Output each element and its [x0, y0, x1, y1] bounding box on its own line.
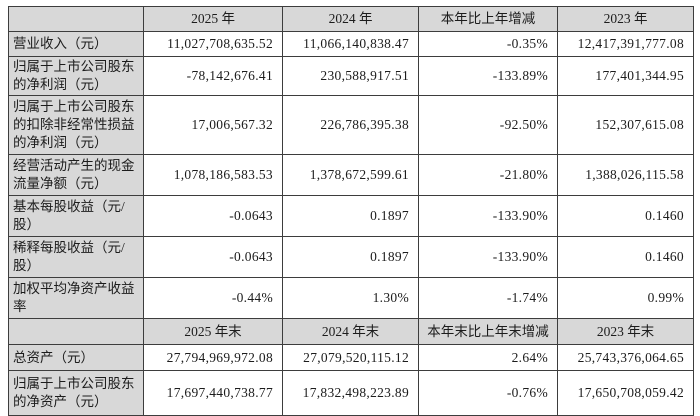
value-2023: 177,401,344.95 — [557, 56, 694, 96]
table-row-total-assets: 总资产（元） 27,794,969,972.08 27,079,520,115.… — [8, 344, 694, 371]
value-2025: -0.0643 — [143, 236, 283, 278]
value-2023: 12,417,391,777.08 — [557, 31, 694, 57]
row-label: 营业收入（元） — [8, 31, 144, 57]
annual-col-header-2025: 2025 年 — [143, 6, 283, 32]
value-change: -21.80% — [418, 154, 558, 196]
value-2025: 11,027,708,635.52 — [143, 31, 283, 57]
period-end-col-header-2024: 2024 年末 — [282, 318, 419, 345]
value-2024: 17,832,498,223.89 — [282, 370, 419, 416]
value-2025: 1,078,186,583.53 — [143, 154, 283, 196]
value-2025: 17,006,567.32 — [143, 95, 283, 155]
value-2025: -78,142,676.41 — [143, 56, 283, 96]
value-2024: 1,378,672,599.61 — [282, 154, 419, 196]
value-2024: 230,588,917.51 — [282, 56, 419, 96]
value-change: -0.35% — [418, 31, 558, 57]
row-label: 经营活动产生的现金流量净额（元） — [8, 154, 144, 196]
table-row-net-profit-excl-nonrecurring: 归属于上市公司股东的扣除非经常性损益的净利润（元） 17,006,567.32 … — [8, 95, 694, 155]
table-row-operating-revenue: 营业收入（元） 11,027,708,635.52 11,066,140,838… — [8, 31, 694, 57]
value-2023: 25,743,376,064.65 — [557, 344, 694, 371]
table-row-weighted-avg-roe: 加权平均净资产收益率 -0.44% 1.30% -1.74% 0.99% — [8, 277, 694, 319]
value-change: -133.90% — [418, 236, 558, 278]
value-2024: 11,066,140,838.47 — [282, 31, 419, 57]
value-2023: 0.99% — [557, 277, 694, 319]
value-2024: 0.1897 — [282, 195, 419, 237]
period-end-col-header-change: 本年末比上年末增减 — [418, 318, 558, 345]
annual-col-header-change: 本年比上年增减 — [418, 6, 558, 32]
value-2023: 1,388,026,115.58 — [557, 154, 694, 196]
value-2025: -0.0643 — [143, 195, 283, 237]
value-change: -0.76% — [418, 370, 558, 416]
value-change: -133.89% — [418, 56, 558, 96]
row-label: 稀释每股收益（元/股） — [8, 236, 144, 278]
value-2023: 0.1460 — [557, 195, 694, 237]
row-label: 归属于上市公司股东的净利润（元） — [8, 56, 144, 96]
value-2023: 17,650,708,059.42 — [557, 370, 694, 416]
value-2024: 27,079,520,115.12 — [282, 344, 419, 371]
value-change: -133.90% — [418, 195, 558, 237]
annual-corner-cell — [8, 6, 144, 32]
table-row-basic-eps: 基本每股收益（元/股） -0.0643 0.1897 -133.90% 0.14… — [8, 195, 694, 237]
row-label: 归属于上市公司股东的扣除非经常性损益的净利润（元） — [8, 95, 144, 155]
period-end-corner-cell — [8, 318, 144, 345]
value-change: -92.50% — [418, 95, 558, 155]
table-row-net-profit: 归属于上市公司股东的净利润（元） -78,142,676.41 230,588,… — [8, 56, 694, 96]
value-change: -1.74% — [418, 277, 558, 319]
value-2025: 27,794,969,972.08 — [143, 344, 283, 371]
value-2025: 17,697,440,738.77 — [143, 370, 283, 416]
row-label: 加权平均净资产收益率 — [8, 277, 144, 319]
annual-col-header-2023: 2023 年 — [557, 6, 694, 32]
financial-summary-table: 2025 年 2024 年 本年比上年增减 2023 年 营业收入（元） 11,… — [8, 6, 694, 416]
row-label: 归属于上市公司股东的净资产（元） — [8, 370, 144, 416]
annual-col-header-2024: 2024 年 — [282, 6, 419, 32]
value-2023: 152,307,615.08 — [557, 95, 694, 155]
table-row-net-assets: 归属于上市公司股东的净资产（元） 17,697,440,738.77 17,83… — [8, 370, 694, 416]
period-end-col-header-2025: 2025 年末 — [143, 318, 283, 345]
value-2025: -0.44% — [143, 277, 283, 319]
annual-header-row: 2025 年 2024 年 本年比上年增减 2023 年 — [8, 6, 694, 32]
row-label: 基本每股收益（元/股） — [8, 195, 144, 237]
row-label: 总资产（元） — [8, 344, 144, 371]
value-change: 2.64% — [418, 344, 558, 371]
value-2023: 0.1460 — [557, 236, 694, 278]
value-2024: 226,786,395.38 — [282, 95, 419, 155]
table-row-diluted-eps: 稀释每股收益（元/股） -0.0643 0.1897 -133.90% 0.14… — [8, 236, 694, 278]
table-row-operating-cash-flow: 经营活动产生的现金流量净额（元） 1,078,186,583.53 1,378,… — [8, 154, 694, 196]
value-2024: 0.1897 — [282, 236, 419, 278]
period-end-header-row: 2025 年末 2024 年末 本年末比上年末增减 2023 年末 — [8, 318, 694, 345]
value-2024: 1.30% — [282, 277, 419, 319]
period-end-col-header-2023: 2023 年末 — [557, 318, 694, 345]
